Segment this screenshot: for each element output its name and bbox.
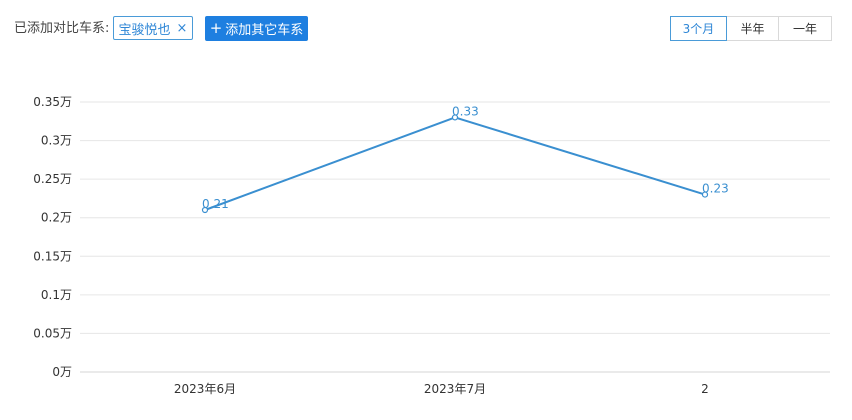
add-series-button[interactable]: + 添加其它车系 <box>205 16 308 41</box>
data-point[interactable] <box>201 206 209 214</box>
x-tick-label: 2 <box>701 382 709 396</box>
compare-tag-label: 宝骏悦也 <box>118 22 171 38</box>
data-label: 0.33 <box>452 104 479 118</box>
line-chart: 0万 0.05万 0.1万 0.15万 0.2万 0.25万 0.3万 0.35万 2023年… <box>33 95 830 396</box>
compare-label: 已添加对比车系: <box>14 21 110 36</box>
close-icon[interactable]: × <box>176 20 188 36</box>
data-label: 0.21 <box>202 197 229 211</box>
plus-icon: + <box>209 19 223 37</box>
y-tick-label: 0.05万 <box>33 326 72 340</box>
data-point[interactable] <box>701 191 709 198</box>
range-one-year-button[interactable]: 一年 <box>779 16 832 41</box>
y-tick-label: 0.3万 <box>41 134 72 148</box>
series-line: 0.21 0.33 0.23 <box>201 104 729 214</box>
y-tick-label: 0.35万 <box>33 95 72 109</box>
y-tick-label: 0.1万 <box>41 288 72 302</box>
y-tick-label: 0.2万 <box>41 211 72 225</box>
x-tick-label: 2023年6月 <box>174 382 236 396</box>
range-3-months-button[interactable]: 3个月 <box>670 16 727 41</box>
compare-tag[interactable]: 宝骏悦也 × <box>113 16 193 40</box>
x-tick-label: 2023年7月 <box>424 382 486 396</box>
data-point[interactable] <box>451 114 459 121</box>
data-label: 0.23 <box>702 182 729 196</box>
add-series-label: 添加其它车系 <box>225 23 304 38</box>
y-axis-ticks: 0万 0.05万 0.1万 0.15万 0.2万 0.25万 0.3万 0.35万 <box>33 95 72 379</box>
toolbar: 已添加对比车系: 宝骏悦也 × + 添加其它车系 3个月 半年 一年 <box>0 0 852 60</box>
y-tick-label: 0万 <box>52 365 72 379</box>
series-path <box>204 116 706 211</box>
grid-lines <box>80 101 830 373</box>
range-half-year-button[interactable]: 半年 <box>727 16 779 41</box>
y-tick-label: 0.15万 <box>33 249 72 263</box>
x-axis-ticks: 2023年6月 2023年7月 2 <box>174 382 709 396</box>
y-tick-label: 0.25万 <box>33 172 72 186</box>
range-selector: 3个月 半年 一年 <box>670 16 832 41</box>
